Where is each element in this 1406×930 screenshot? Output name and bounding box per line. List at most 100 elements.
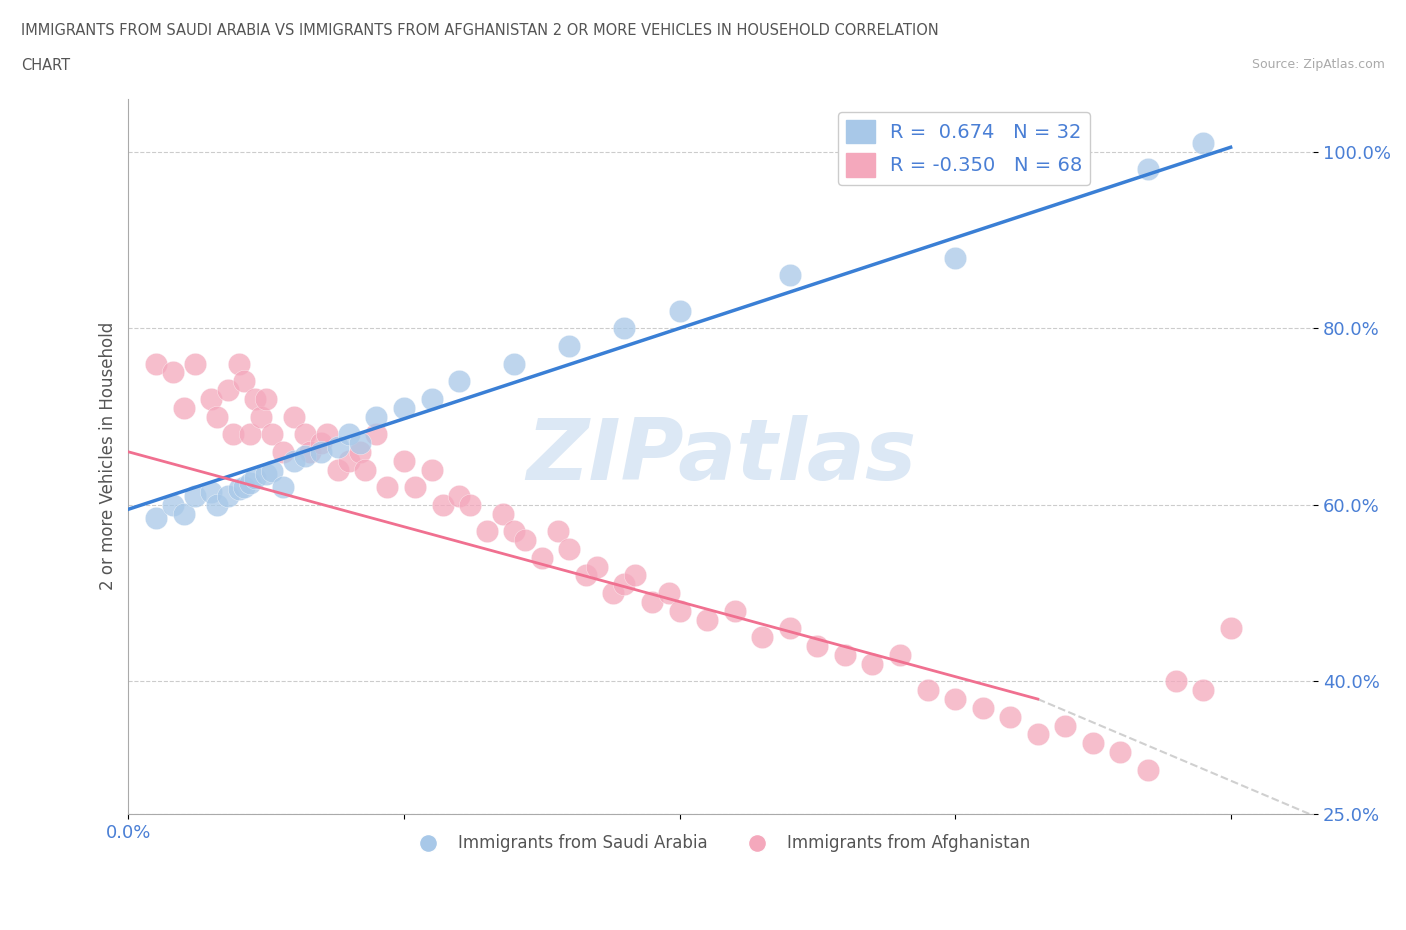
Point	[503, 524, 526, 538]
Point	[624, 568, 647, 583]
Legend: Immigrants from Saudi Arabia, Immigrants from Afghanistan: Immigrants from Saudi Arabia, Immigrants…	[405, 828, 1038, 859]
Point	[249, 409, 271, 424]
Point	[260, 464, 283, 479]
Point	[271, 445, 294, 459]
Point	[173, 400, 195, 415]
Point	[834, 647, 856, 662]
Text: IMMIGRANTS FROM SAUDI ARABIA VS IMMIGRANTS FROM AFGHANISTAN 2 OR MORE VEHICLES I: IMMIGRANTS FROM SAUDI ARABIA VS IMMIGRAN…	[21, 23, 939, 38]
Point	[1081, 736, 1104, 751]
Point	[503, 356, 526, 371]
Point	[1192, 136, 1215, 151]
Point	[1164, 674, 1187, 689]
Point	[200, 392, 222, 406]
Text: ZIPatlas: ZIPatlas	[526, 415, 915, 498]
Point	[162, 498, 184, 512]
Point	[377, 480, 399, 495]
Point	[515, 533, 537, 548]
Point	[283, 409, 305, 424]
Point	[228, 482, 250, 497]
Text: CHART: CHART	[21, 58, 70, 73]
Point	[668, 303, 690, 318]
Point	[943, 692, 966, 707]
Point	[1054, 718, 1077, 733]
Point	[1136, 162, 1159, 177]
Point	[404, 480, 426, 495]
Point	[806, 639, 828, 654]
Point	[233, 480, 256, 495]
Point	[162, 365, 184, 379]
Point	[779, 268, 801, 283]
Point	[254, 392, 277, 406]
Point	[311, 435, 333, 450]
Point	[205, 498, 228, 512]
Point	[205, 409, 228, 424]
Point	[354, 462, 377, 477]
Point	[349, 435, 371, 450]
Point	[613, 577, 636, 591]
Point	[420, 392, 443, 406]
Point	[145, 511, 167, 525]
Point	[998, 710, 1021, 724]
Point	[943, 250, 966, 265]
Point	[239, 475, 262, 490]
Point	[668, 604, 690, 618]
Point	[200, 485, 222, 499]
Point	[492, 506, 515, 521]
Point	[254, 467, 277, 482]
Point	[337, 453, 360, 468]
Point	[1136, 763, 1159, 777]
Point	[558, 339, 581, 353]
Point	[889, 647, 911, 662]
Point	[326, 462, 349, 477]
Point	[233, 374, 256, 389]
Point	[315, 427, 337, 442]
Point	[294, 427, 316, 442]
Point	[1026, 727, 1049, 742]
Point	[558, 541, 581, 556]
Point	[586, 559, 609, 574]
Point	[326, 440, 349, 455]
Point	[449, 488, 471, 503]
Point	[449, 374, 471, 389]
Text: Source: ZipAtlas.com: Source: ZipAtlas.com	[1251, 58, 1385, 71]
Point	[283, 453, 305, 468]
Point	[311, 445, 333, 459]
Point	[458, 498, 481, 512]
Point	[1109, 745, 1132, 760]
Point	[432, 498, 454, 512]
Point	[222, 427, 245, 442]
Point	[657, 586, 679, 601]
Point	[917, 683, 939, 698]
Point	[392, 400, 415, 415]
Point	[173, 506, 195, 521]
Point	[337, 427, 360, 442]
Y-axis label: 2 or more Vehicles in Household: 2 or more Vehicles in Household	[100, 322, 117, 591]
Point	[613, 321, 636, 336]
Point	[239, 427, 262, 442]
Point	[260, 427, 283, 442]
Point	[245, 471, 267, 485]
Point	[751, 630, 773, 644]
Point	[271, 480, 294, 495]
Point	[366, 427, 388, 442]
Point	[183, 488, 205, 503]
Point	[641, 594, 664, 609]
Point	[217, 488, 239, 503]
Point	[1219, 621, 1241, 636]
Point	[245, 392, 267, 406]
Point	[696, 612, 718, 627]
Point	[145, 356, 167, 371]
Point	[860, 657, 883, 671]
Point	[547, 524, 569, 538]
Point	[1192, 683, 1215, 698]
Point	[972, 700, 994, 715]
Point	[475, 524, 498, 538]
Point	[299, 445, 322, 459]
Point	[575, 568, 598, 583]
Point	[183, 356, 205, 371]
Point	[349, 445, 371, 459]
Point	[217, 382, 239, 397]
Point	[294, 449, 316, 464]
Point	[228, 356, 250, 371]
Point	[530, 551, 553, 565]
